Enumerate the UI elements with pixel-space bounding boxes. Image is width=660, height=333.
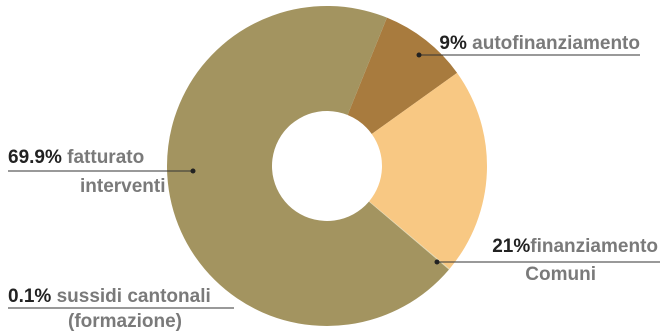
pct-autofinanziamento: 9%	[439, 33, 467, 54]
pct-fatturato: 69.9%	[8, 147, 62, 168]
cat-comuni: Comuni	[525, 264, 596, 285]
cat-finanziamento: finanziamento	[530, 236, 658, 257]
cat-autofinanziamento: autofinanziamento	[472, 33, 640, 54]
leader-dot-fatturato	[190, 168, 196, 174]
leader-dot-auto	[416, 52, 422, 58]
label-finanziamento: 21%finanziamento	[492, 236, 658, 258]
label-formazione: (formazione)	[68, 311, 182, 333]
cat-fatturato: fatturato	[67, 147, 145, 168]
slice-2	[368, 201, 450, 270]
slice-3	[167, 5, 449, 327]
cat-formazione: (formazione)	[68, 311, 182, 332]
label-comuni: Comuni	[525, 264, 596, 286]
leader-dot-comuni	[434, 259, 440, 265]
cat-sussidi: sussidi cantonali	[56, 286, 211, 307]
slice-0	[347, 17, 458, 134]
slice-1	[369, 72, 487, 269]
label-autofinanziamento: 9% autofinanziamento	[439, 33, 640, 55]
label-sussidi: 0.1% sussidi cantonali	[8, 286, 211, 308]
pct-sussidi: 0.1%	[8, 286, 52, 307]
pct-finanziamento: 21%	[492, 236, 531, 257]
label-fatturato: 69.9% fatturato	[8, 147, 144, 169]
cat-interventi: interventi	[80, 176, 166, 197]
label-interventi: interventi	[80, 176, 166, 198]
